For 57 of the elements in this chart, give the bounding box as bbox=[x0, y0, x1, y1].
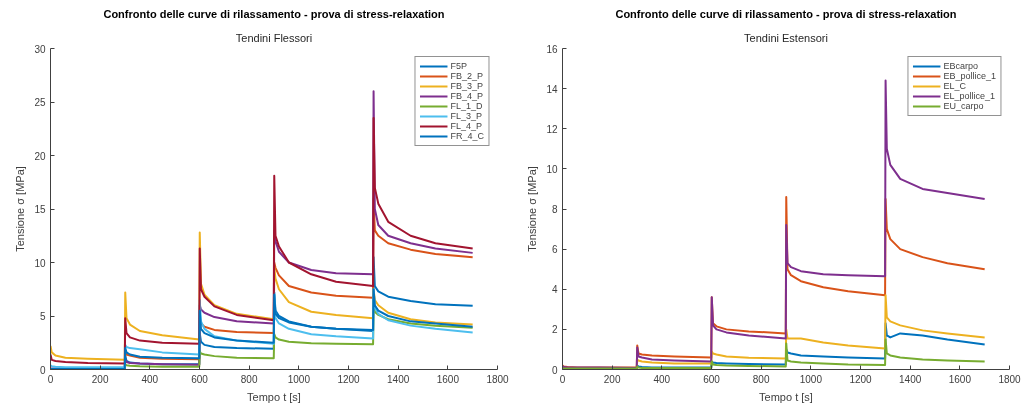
y-tick-label: 4 bbox=[551, 284, 558, 296]
y-tick-label: 5 bbox=[39, 311, 46, 322]
y-tick-label: 2 bbox=[551, 324, 558, 336]
legend-label: FL_3_P bbox=[450, 111, 483, 121]
y-axis-title: Tensione σ [MPa] bbox=[14, 166, 27, 252]
y-tick-label: 0 bbox=[39, 364, 46, 376]
chart-title: Confronto delle curve di rilassamento - prova di stress-relaxation bbox=[103, 7, 445, 20]
x-tick-label: 1200 bbox=[849, 373, 873, 385]
x-tick-label: 400 bbox=[653, 373, 671, 385]
legend-label: FR_4_C bbox=[450, 131, 484, 141]
legend-label: EU_carpo bbox=[943, 101, 984, 111]
x-tick-label: 1800 bbox=[998, 373, 1022, 385]
x-tick-label: 1800 bbox=[486, 373, 510, 385]
y-tick-label: 20 bbox=[34, 150, 46, 162]
y-tick-label: 30 bbox=[34, 43, 46, 55]
legend-label: F5P bbox=[450, 61, 468, 71]
x-tick-label: 0 bbox=[47, 373, 54, 385]
y-tick-label: 12 bbox=[546, 123, 558, 135]
chart-subtitle: Tendini Flessori bbox=[235, 31, 313, 44]
x-tick-label: 600 bbox=[703, 373, 721, 385]
y-tick-label: 15 bbox=[34, 204, 46, 215]
x-tick-label: 800 bbox=[240, 373, 258, 385]
x-tick-label: 600 bbox=[191, 373, 209, 385]
x-tick-label: 400 bbox=[141, 373, 159, 385]
legend-label: EBcarpo bbox=[943, 61, 978, 71]
x-tick-label: 200 bbox=[603, 373, 621, 385]
x-axis-title: Tempo t [s] bbox=[247, 390, 301, 403]
y-tick-label: 6 bbox=[551, 244, 558, 256]
x-tick-label: 1600 bbox=[948, 373, 972, 385]
x-tick-label: 1400 bbox=[899, 373, 922, 385]
legend-label: FB_2_P bbox=[450, 71, 484, 81]
y-tick-label: 0 bbox=[551, 364, 558, 376]
x-tick-label: 1600 bbox=[436, 373, 460, 385]
legend-label: FB_4_P bbox=[450, 91, 484, 101]
legend-label: FL_1_D bbox=[450, 101, 483, 111]
chart-title: Confronto delle curve di rilassamento - prova di stress-relaxation bbox=[615, 7, 957, 20]
x-axis-title: Tempo t [s] bbox=[759, 390, 813, 403]
x-tick-label: 1000 bbox=[799, 373, 823, 385]
legend-label: EB_pollice_1 bbox=[943, 71, 996, 81]
x-tick-label: 1200 bbox=[337, 373, 361, 385]
x-tick-label: 800 bbox=[752, 373, 770, 385]
legend-label: EL_C bbox=[943, 81, 966, 91]
y-axis-title: Tensione σ [MPa] bbox=[526, 166, 539, 252]
x-tick-label: 1400 bbox=[387, 373, 410, 385]
legend-label: EL_pollice_1 bbox=[943, 91, 995, 101]
y-tick-label: 10 bbox=[34, 257, 46, 269]
y-tick-label: 25 bbox=[34, 97, 46, 108]
y-tick-label: 10 bbox=[546, 163, 558, 175]
chart-subtitle: Tendini Estensori bbox=[744, 31, 828, 44]
x-tick-label: 200 bbox=[91, 373, 109, 385]
x-tick-label: 1000 bbox=[287, 373, 311, 385]
y-tick-label: 16 bbox=[546, 43, 558, 55]
legend-label: FB_3_P bbox=[450, 81, 484, 91]
y-tick-label: 8 bbox=[551, 204, 558, 215]
legend-label: FL_4_P bbox=[450, 121, 483, 131]
y-tick-label: 14 bbox=[546, 83, 558, 95]
x-tick-label: 0 bbox=[559, 373, 566, 385]
